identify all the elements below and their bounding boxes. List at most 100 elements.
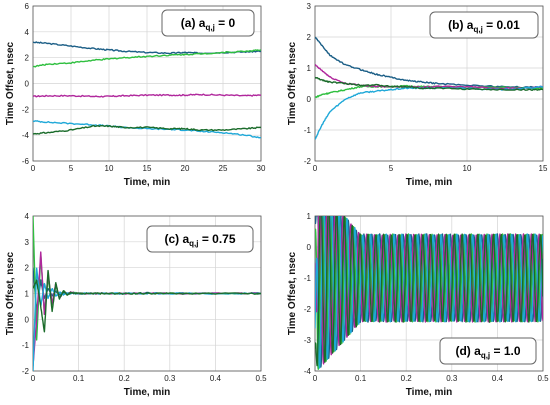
series-group <box>33 41 261 139</box>
series-line-2 <box>33 49 261 68</box>
series-line-4 <box>315 216 543 369</box>
series-line-3 <box>315 64 543 90</box>
series-line-1 <box>33 41 261 55</box>
x-tick-label: 0.4 <box>210 374 222 383</box>
x-tick-label: 30 <box>257 164 266 173</box>
x-tick-label: 0.1 <box>355 374 367 383</box>
x-tick-label: 15 <box>143 164 152 173</box>
y-tick-label: 0 <box>25 80 30 89</box>
y-tick-label: 2 <box>25 54 30 63</box>
x-axis-label: Time, min <box>124 177 171 188</box>
y-tick-label: -3 <box>304 336 312 345</box>
panel-label-box <box>439 337 537 365</box>
panel-label-prefix: (a) a <box>181 16 206 30</box>
series-line-4 <box>33 120 261 139</box>
series-line-3 <box>33 251 261 366</box>
y-tick-label: -4 <box>304 367 312 376</box>
x-tick-label: 0.2 <box>119 374 131 383</box>
x-axis-label: Time, min <box>406 387 453 398</box>
x-tick-label: 25 <box>219 164 228 173</box>
x-tick-label: 20 <box>181 164 190 173</box>
panel-label-subscript: q,j <box>481 351 490 360</box>
x-tick-label: 0.3 <box>164 374 176 383</box>
y-tick-label: 4 <box>25 212 30 221</box>
panel-label-box <box>146 225 254 253</box>
x-tick-label: 0.5 <box>537 374 549 383</box>
plot-frame <box>32 5 262 162</box>
y-tick-label: -6 <box>22 157 30 166</box>
panel-label-subscript: q,j <box>473 25 482 34</box>
panel-label-box <box>161 9 255 37</box>
x-tick-label: 0.1 <box>73 374 85 383</box>
panel-b: -2 -1 0 1 2 3 0 5 10 15 Time, min Time Offset, nsec… <box>287 2 548 188</box>
series-line-4 <box>315 85 543 140</box>
panel-label-suffix: = 1.0 <box>490 344 521 358</box>
series-line-1 <box>33 267 261 312</box>
series-line-1 <box>315 36 543 89</box>
series-group <box>315 216 543 370</box>
y-axis-label: Time Offset, nsec <box>5 251 16 335</box>
y-axis-label: Time Offset, nsec <box>287 41 298 125</box>
x-tick-label: 0.2 <box>401 374 413 383</box>
x-tick-label: 5 <box>389 164 394 173</box>
y-tick-label: -4 <box>22 131 30 140</box>
panel-label: (a) aq,j = 0 <box>181 16 236 32</box>
panel-label-subscript: q,j <box>205 23 214 32</box>
series-line-5 <box>33 124 261 135</box>
series-line-5 <box>315 76 543 91</box>
y-tick-label: 1 <box>307 64 312 73</box>
panel-label-suffix: = 0.75 <box>199 232 236 246</box>
y-tick-label: -1 <box>22 341 30 350</box>
y-tick-label: -2 <box>304 157 312 166</box>
y-tick-label: 1 <box>25 290 30 299</box>
y-tick-label: 2 <box>25 264 30 273</box>
panel-d: -4 -3 -2 -1 0 1 0 0.1 0.2 0.3 0.4 0.5 Time, min Time … <box>287 212 549 398</box>
series-line-3 <box>33 93 261 98</box>
panel-label: (d) aq,j = 1.0 <box>455 344 520 360</box>
series-line-5 <box>33 269 261 333</box>
x-tick-label: 0 <box>31 164 36 173</box>
y-tick-label: 3 <box>307 2 312 11</box>
x-axis-label: Time, min <box>124 387 171 398</box>
x-tick-label: 0.5 <box>255 374 267 383</box>
series-line-5 <box>315 216 543 367</box>
x-tick-label: 0.3 <box>446 374 458 383</box>
y-tick-label: -1 <box>304 274 312 283</box>
panel-label: (b) aq,j = 0.01 <box>448 18 520 34</box>
x-tick-label: 0 <box>31 374 36 383</box>
panel-label-subscript: q,j <box>189 239 198 248</box>
x-tick-label: 0 <box>313 374 318 383</box>
x-tick-label: 0 <box>313 164 318 173</box>
y-tick-label: 2 <box>307 33 312 42</box>
panel-label-prefix: (b) a <box>448 18 474 32</box>
x-tick-label: 5 <box>69 164 74 173</box>
y-axis-label: Time Offset, nsec <box>5 41 16 125</box>
panel-label: (c) aq,j = 0.75 <box>164 232 235 248</box>
panel-label-prefix: (c) a <box>164 232 189 246</box>
plot-frame <box>314 5 544 162</box>
panel-a: -6 -4 -2 0 2 4 6 0 5 10 15 20 25 30 Time, min Time Offs… <box>5 2 266 188</box>
x-tick-label: 15 <box>539 164 548 173</box>
y-tick-label: 6 <box>25 2 30 11</box>
y-tick-label: 0 <box>307 95 312 104</box>
panel-c: -2 -1 0 1 2 3 4 0 0.1 0.2 0.3 0.4 0.5 Time, min Time O… <box>5 212 267 398</box>
y-tick-label: -2 <box>22 105 30 114</box>
x-axis-label: Time, min <box>406 177 453 188</box>
y-tick-label: -1 <box>304 126 312 135</box>
panel-label-suffix: = 0.01 <box>483 18 520 32</box>
y-tick-label: 0 <box>25 315 30 324</box>
x-tick-label: 0.4 <box>492 374 504 383</box>
panel-label-prefix: (d) a <box>455 344 481 358</box>
y-tick-label: 3 <box>25 238 30 247</box>
y-tick-label: -2 <box>304 305 312 314</box>
series-line-4 <box>33 267 261 371</box>
panel-label-box <box>429 11 539 39</box>
y-tick-label: 4 <box>25 28 30 37</box>
y-axis-label: Time Offset, nsec <box>287 251 298 335</box>
x-tick-label: 10 <box>463 164 472 173</box>
y-tick-label: 1 <box>307 212 312 221</box>
series-group <box>315 36 543 140</box>
y-tick-label: -2 <box>22 367 30 376</box>
y-tick-label: 0 <box>307 243 312 252</box>
